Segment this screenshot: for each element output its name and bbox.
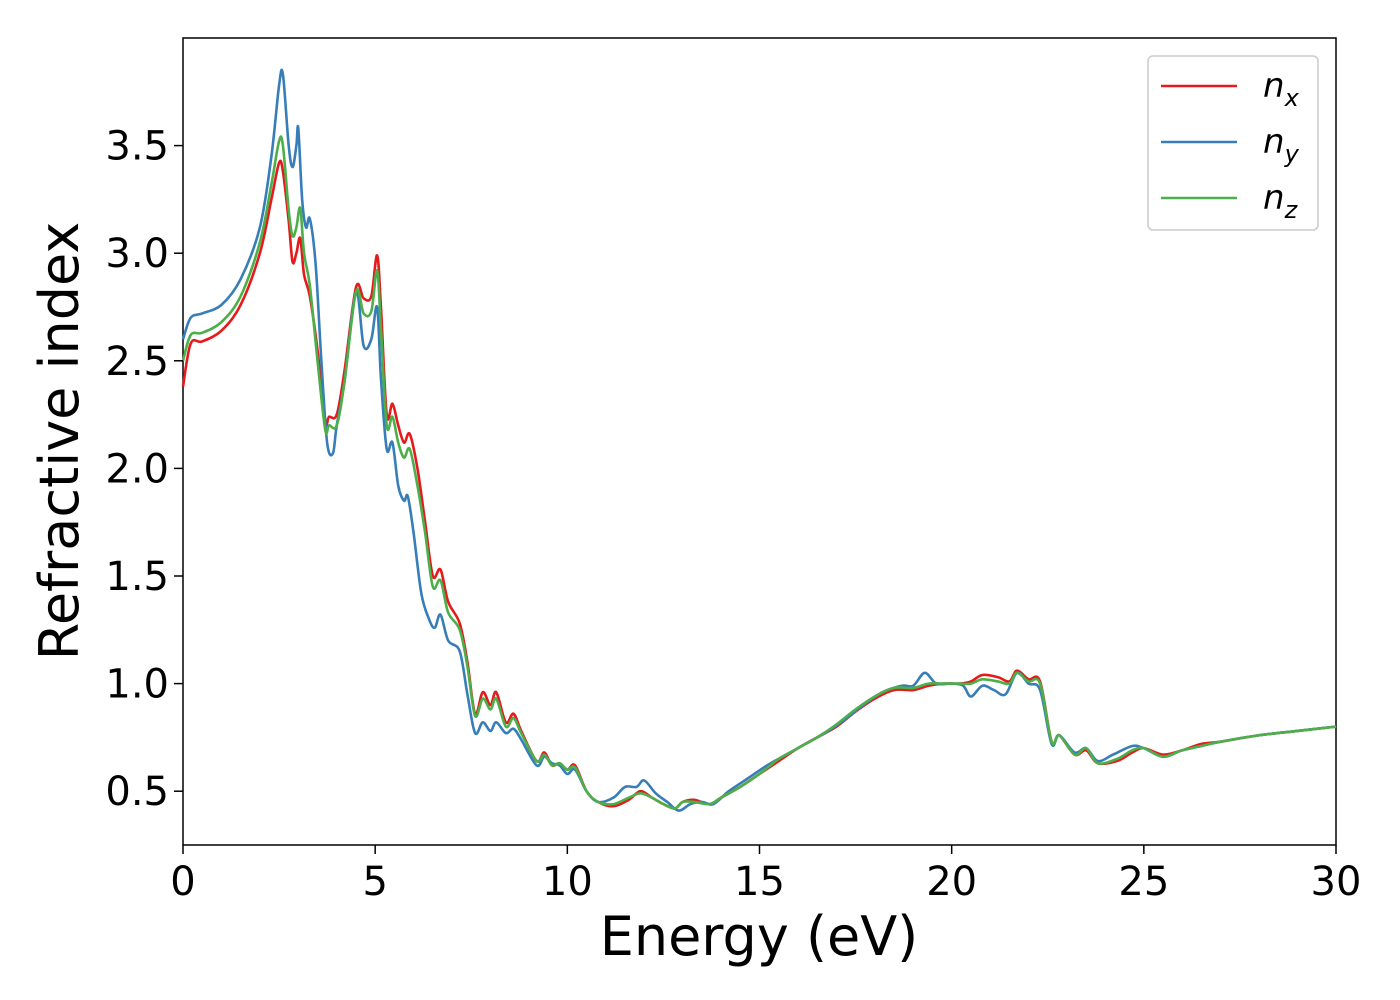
y-tick-label: 3.0 xyxy=(105,231,169,277)
x-tick-label: 30 xyxy=(1311,859,1362,905)
y-tick-label: 1.0 xyxy=(105,662,169,708)
y-tick-label: 2.5 xyxy=(105,339,169,385)
y-tick-label: 1.5 xyxy=(105,554,169,600)
y-tick-label: 2.0 xyxy=(105,446,169,492)
x-tick-label: 0 xyxy=(170,859,195,905)
x-tick-label: 20 xyxy=(926,859,977,905)
series-line-nz xyxy=(181,135,1337,810)
x-tick-label: 5 xyxy=(362,859,387,905)
series-layer xyxy=(181,68,1337,812)
y-tick-label: 3.5 xyxy=(105,124,169,170)
plot-area xyxy=(182,37,1337,846)
x-tick-label: 15 xyxy=(734,859,785,905)
x-axis-label: Energy (eV) xyxy=(600,905,919,968)
x-tick-label: 10 xyxy=(542,859,593,905)
x-tick-label: 25 xyxy=(1118,859,1169,905)
x-axis-ticks: 0 5 10 15 20 25 30 xyxy=(170,845,1361,905)
y-tick-label: 0.5 xyxy=(105,769,169,815)
y-axis-ticks: 0.5 1.0 1.5 2.0 2.5 3.0 3.5 xyxy=(105,124,183,815)
y-axis-label: Refractive index xyxy=(28,222,91,661)
